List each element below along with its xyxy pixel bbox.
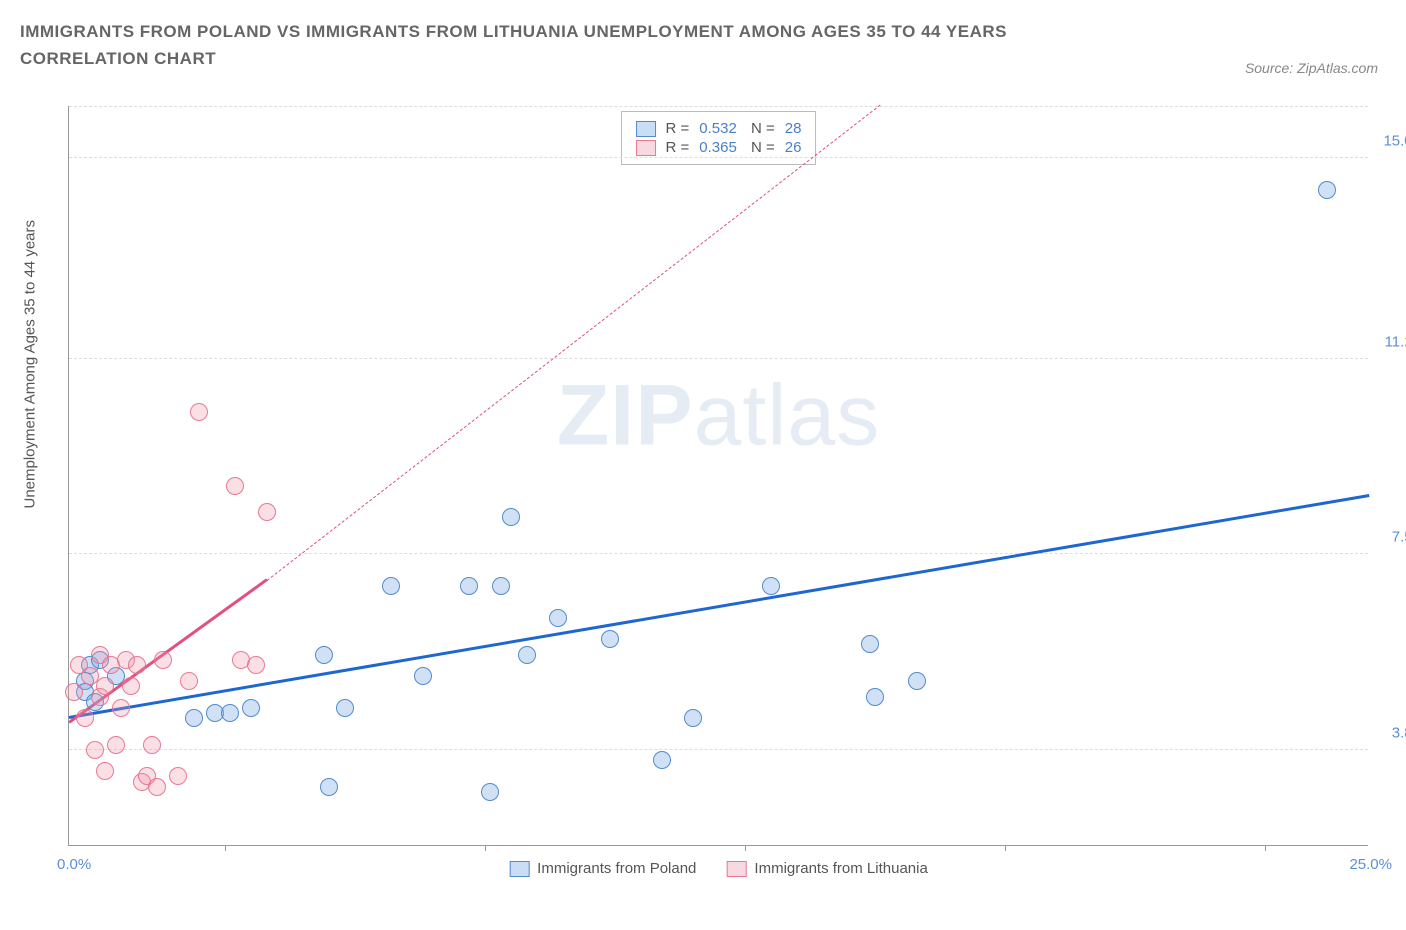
data-point xyxy=(601,630,619,648)
data-point xyxy=(684,709,702,727)
data-point xyxy=(336,699,354,717)
watermark-bold: ZIP xyxy=(557,368,694,464)
data-point xyxy=(492,577,510,595)
data-point xyxy=(502,508,520,526)
y-tick-label: 11.2% xyxy=(1385,333,1406,350)
swatch-pink-icon xyxy=(636,140,656,156)
data-point xyxy=(242,699,260,717)
data-point xyxy=(861,635,879,653)
gridline-h xyxy=(69,106,1368,107)
stat-label-n: N = xyxy=(747,139,775,156)
data-point xyxy=(65,683,83,701)
watermark: ZIPatlas xyxy=(557,367,880,466)
data-point xyxy=(549,609,567,627)
y-axis-label: Unemployment Among Ages 35 to 44 years xyxy=(22,220,39,509)
swatch-blue-icon xyxy=(636,121,656,137)
stat-label-r: R = xyxy=(666,120,690,137)
data-point xyxy=(143,736,161,754)
data-point xyxy=(908,672,926,690)
x-tick xyxy=(745,845,746,851)
data-point xyxy=(414,667,432,685)
data-point xyxy=(148,778,166,796)
data-point xyxy=(96,677,114,695)
stats-row-lithuania: R = 0.365 N = 26 xyxy=(636,139,802,156)
data-point xyxy=(128,656,146,674)
data-point xyxy=(112,699,130,717)
stat-r-poland: 0.532 xyxy=(699,120,737,137)
stat-n-lithuania: 26 xyxy=(785,139,802,156)
data-point xyxy=(653,751,671,769)
stat-n-poland: 28 xyxy=(785,120,802,137)
data-point xyxy=(460,577,478,595)
y-tick-label: 3.8% xyxy=(1392,724,1406,741)
x-max-label: 25.0% xyxy=(1349,856,1392,873)
legend-label-poland: Immigrants from Poland xyxy=(537,860,696,877)
data-point xyxy=(180,672,198,690)
swatch-pink-icon xyxy=(726,861,746,877)
x-min-label: 0.0% xyxy=(57,856,91,873)
trend-line-extrapolated xyxy=(266,104,880,581)
data-point xyxy=(762,577,780,595)
y-tick-label: 15.0% xyxy=(1383,132,1406,149)
data-point xyxy=(866,688,884,706)
data-point xyxy=(169,767,187,785)
data-point xyxy=(122,677,140,695)
stat-r-lithuania: 0.365 xyxy=(699,139,737,156)
data-point xyxy=(382,577,400,595)
data-point xyxy=(185,709,203,727)
data-point xyxy=(320,778,338,796)
watermark-rest: atlas xyxy=(694,368,881,464)
chart-container: Unemployment Among Ages 35 to 44 years Z… xyxy=(20,100,1386,910)
stat-label-r: R = xyxy=(666,139,690,156)
swatch-blue-icon xyxy=(509,861,529,877)
y-tick-label: 7.5% xyxy=(1392,529,1406,546)
gridline-h xyxy=(69,358,1368,359)
data-point xyxy=(107,736,125,754)
x-tick xyxy=(1265,845,1266,851)
data-point xyxy=(258,503,276,521)
data-point xyxy=(76,709,94,727)
gridline-h xyxy=(69,157,1368,158)
chart-title: IMMIGRANTS FROM POLAND VS IMMIGRANTS FRO… xyxy=(20,18,1120,72)
legend-item-lithuania: Immigrants from Lithuania xyxy=(726,860,927,877)
gridline-h xyxy=(69,553,1368,554)
stat-label-n: N = xyxy=(747,120,775,137)
data-point xyxy=(247,656,265,674)
x-tick xyxy=(1005,845,1006,851)
source-attribution: Source: ZipAtlas.com xyxy=(1245,60,1378,76)
legend-label-lithuania: Immigrants from Lithuania xyxy=(754,860,927,877)
data-point xyxy=(190,403,208,421)
data-point xyxy=(315,646,333,664)
data-point xyxy=(221,704,239,722)
data-point xyxy=(86,741,104,759)
data-point xyxy=(154,651,172,669)
gridline-h xyxy=(69,749,1368,750)
data-point xyxy=(1318,181,1336,199)
data-point xyxy=(226,477,244,495)
bottom-legend: Immigrants from Poland Immigrants from L… xyxy=(509,860,928,877)
plot-area: ZIPatlas R = 0.532 N = 28 R = 0.365 N = … xyxy=(68,106,1368,846)
trend-line xyxy=(69,494,1369,718)
x-tick xyxy=(225,845,226,851)
stats-row-poland: R = 0.532 N = 28 xyxy=(636,120,802,137)
legend-item-poland: Immigrants from Poland xyxy=(509,860,696,877)
data-point xyxy=(481,783,499,801)
data-point xyxy=(518,646,536,664)
x-tick xyxy=(485,845,486,851)
data-point xyxy=(96,762,114,780)
